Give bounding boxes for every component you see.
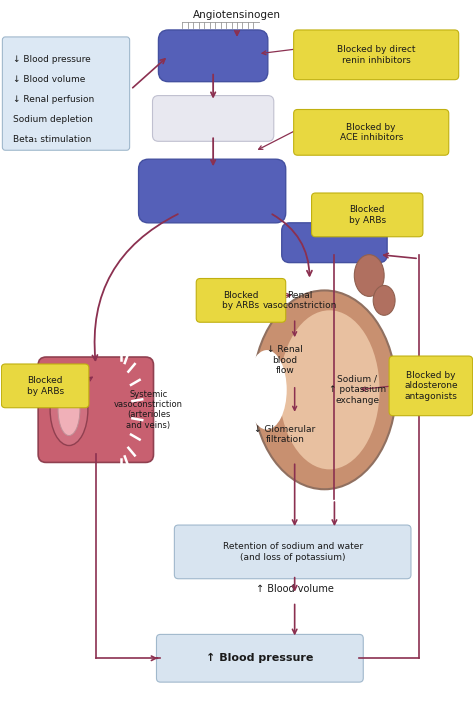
Text: Blocked by direct
renin inhibitors: Blocked by direct renin inhibitors bbox=[337, 45, 415, 65]
Text: Sodium /
↑ potassium
exchange: Sodium / ↑ potassium exchange bbox=[329, 375, 386, 405]
FancyBboxPatch shape bbox=[38, 357, 154, 462]
FancyBboxPatch shape bbox=[196, 278, 286, 322]
FancyBboxPatch shape bbox=[153, 95, 274, 141]
FancyBboxPatch shape bbox=[282, 223, 387, 262]
Text: Blocked
by ARBs: Blocked by ARBs bbox=[27, 376, 64, 395]
Text: Renal
vasoconstriction: Renal vasoconstriction bbox=[263, 291, 337, 310]
FancyArrowPatch shape bbox=[272, 214, 312, 276]
FancyBboxPatch shape bbox=[156, 635, 363, 682]
Text: Blocked by
aldosterone
antagonists: Blocked by aldosterone antagonists bbox=[404, 371, 458, 401]
FancyBboxPatch shape bbox=[294, 30, 459, 80]
FancyBboxPatch shape bbox=[174, 525, 411, 579]
FancyBboxPatch shape bbox=[389, 356, 473, 416]
Text: ↓ Renal
blood
flow: ↓ Renal blood flow bbox=[267, 345, 302, 375]
Ellipse shape bbox=[50, 374, 88, 446]
Text: ↓ Renal perfusion: ↓ Renal perfusion bbox=[13, 95, 95, 104]
Ellipse shape bbox=[279, 310, 380, 470]
Text: Sodium depletion: Sodium depletion bbox=[13, 115, 93, 124]
Text: Systemic
vasoconstriction
(arterioles
and veins): Systemic vasoconstriction (arterioles an… bbox=[114, 390, 183, 430]
Ellipse shape bbox=[247, 350, 287, 430]
Text: ↓ Glomerular
filtration: ↓ Glomerular filtration bbox=[254, 425, 315, 444]
FancyBboxPatch shape bbox=[1, 364, 89, 408]
Text: Blocked
by ARBs: Blocked by ARBs bbox=[349, 205, 386, 225]
Text: ↓ Blood volume: ↓ Blood volume bbox=[13, 75, 86, 84]
Text: Blocked by
ACE inhibitors: Blocked by ACE inhibitors bbox=[339, 123, 403, 142]
FancyBboxPatch shape bbox=[311, 193, 423, 237]
Text: ↓ Blood pressure: ↓ Blood pressure bbox=[13, 55, 91, 64]
Ellipse shape bbox=[354, 254, 384, 297]
Text: ↑ Blood pressure: ↑ Blood pressure bbox=[206, 654, 314, 663]
Ellipse shape bbox=[58, 384, 80, 435]
Text: ↑ Blood volume: ↑ Blood volume bbox=[255, 584, 334, 594]
FancyArrowPatch shape bbox=[92, 214, 178, 360]
Text: Beta₁ stimulation: Beta₁ stimulation bbox=[13, 134, 91, 144]
FancyBboxPatch shape bbox=[158, 30, 268, 81]
FancyBboxPatch shape bbox=[2, 37, 129, 150]
FancyBboxPatch shape bbox=[294, 110, 449, 156]
Ellipse shape bbox=[253, 290, 396, 489]
Text: Retention of sodium and water
(and loss of potassium): Retention of sodium and water (and loss … bbox=[223, 542, 363, 561]
Ellipse shape bbox=[373, 286, 395, 316]
Text: Blocked
by ARBs: Blocked by ARBs bbox=[222, 291, 260, 310]
FancyBboxPatch shape bbox=[138, 159, 286, 223]
Text: Angiotensinogen: Angiotensinogen bbox=[193, 10, 281, 20]
